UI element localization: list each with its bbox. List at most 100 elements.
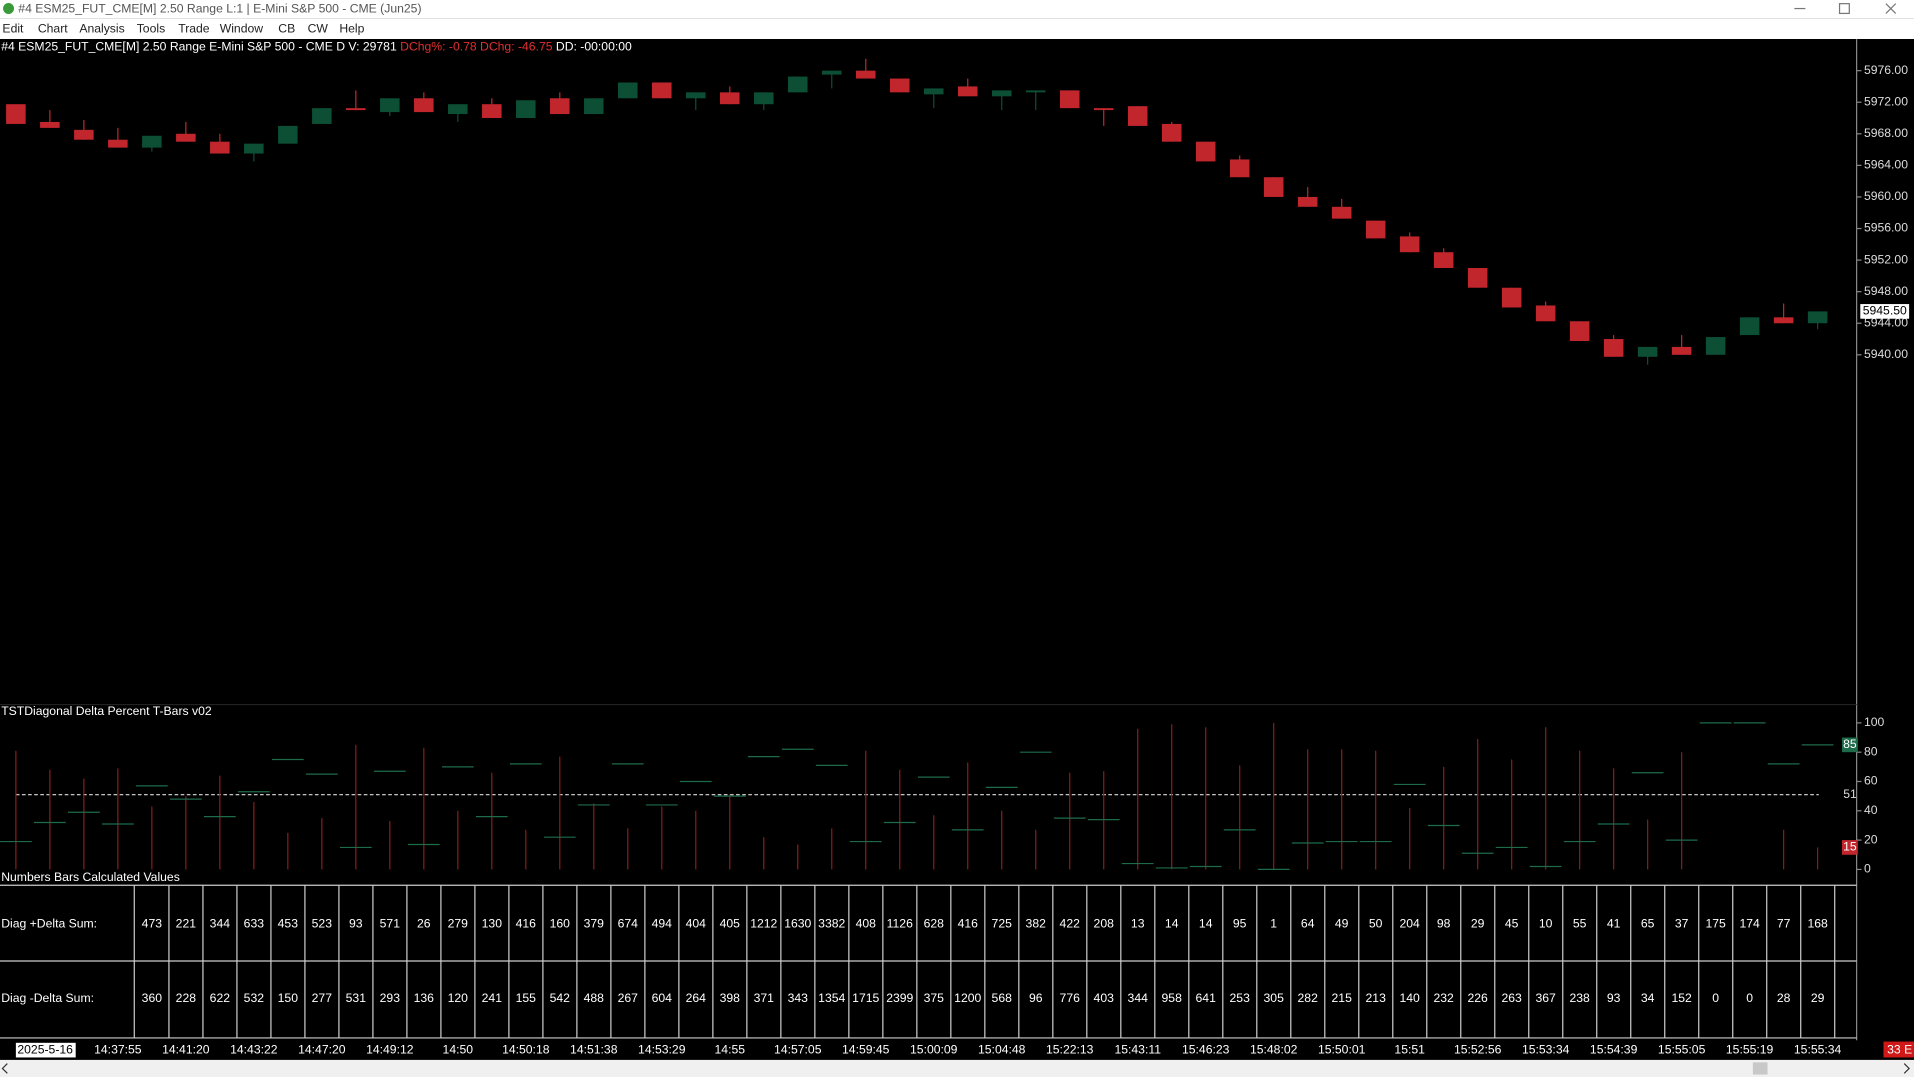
- candle-body: [312, 108, 332, 124]
- candle-body: [584, 98, 604, 115]
- x-tick-label: 14:51:38: [570, 1042, 618, 1056]
- table-cell: 174: [1739, 917, 1760, 931]
- table-cell: 628: [924, 917, 945, 931]
- candle-body: [1229, 159, 1250, 178]
- table-cell: 238: [1569, 991, 1590, 1005]
- table-cell: 95: [1233, 917, 1247, 931]
- candle-body: [1161, 123, 1182, 142]
- table-cell: 344: [210, 917, 231, 931]
- x-tick-label: 15:52:56: [1454, 1042, 1502, 1056]
- table-cell: 155: [516, 991, 537, 1005]
- table-cell: 263: [1501, 991, 1522, 1005]
- x-tick-label: 14:50: [443, 1042, 474, 1056]
- table-cell: 93: [1607, 991, 1621, 1005]
- table-cell: 208: [1094, 917, 1115, 931]
- close-button[interactable]: [1885, 3, 1897, 14]
- x-tick-label: 15:48:02: [1250, 1042, 1298, 1056]
- table-cell: 542: [550, 991, 571, 1005]
- x-tick-label: 14:47:20: [298, 1042, 346, 1056]
- candle-body: [1025, 90, 1046, 93]
- table-cell: 29: [1471, 917, 1485, 931]
- x-tick-label: 14:50:18: [502, 1042, 550, 1056]
- x-tick-label: 15:55:34: [1794, 1042, 1842, 1056]
- table-cell: 571: [380, 917, 401, 931]
- candle-body: [1263, 177, 1284, 197]
- table-cell: 403: [1094, 991, 1115, 1005]
- chart-area: [0, 39, 1914, 1060]
- candle-body: [1671, 346, 1692, 355]
- y-tick-label: 5956.00: [1864, 221, 1908, 235]
- table-cell: 228: [176, 991, 197, 1005]
- y-tick-label: 20: [1864, 832, 1878, 846]
- scroll-arrows[interactable]: [1, 1063, 1910, 1074]
- x-tick-label: 14:55: [715, 1042, 746, 1056]
- scrollbar[interactable]: [0, 1059, 1914, 1077]
- table-cell: 371: [754, 991, 775, 1005]
- candle-body: [142, 135, 162, 148]
- table-cell: 405: [720, 917, 741, 931]
- table-cell: 379: [584, 917, 605, 931]
- window-title: #4 ESM25_FUT_CME[M] 2.50 Range L:1 | E-M…: [18, 1, 421, 15]
- table-cell: 725: [992, 917, 1013, 931]
- x-tick-label: 15:50:01: [1318, 1042, 1366, 1056]
- candle-body: [1467, 267, 1488, 288]
- candle-body: [754, 92, 774, 105]
- table-cell: 473: [142, 917, 163, 931]
- menu-item[interactable]: Edit: [2, 22, 24, 36]
- time-axis: [0, 1040, 1914, 1060]
- candle-body: [652, 82, 672, 99]
- candle-body: [1807, 311, 1828, 324]
- menu-item[interactable]: CB: [278, 22, 295, 36]
- table-cell: 152: [1671, 991, 1692, 1005]
- candle-body: [618, 82, 638, 99]
- table-cell: 34: [1641, 991, 1655, 1005]
- y-tick-label: 40: [1864, 803, 1878, 817]
- table-cell: 136: [414, 991, 435, 1005]
- y-tick-label: 5976.00: [1864, 63, 1908, 77]
- table-cell: 221: [176, 917, 197, 931]
- table-cell: 77: [1777, 917, 1791, 931]
- table-cell: 65: [1641, 917, 1655, 931]
- table-cell: 120: [448, 991, 469, 1005]
- value-box: [1841, 840, 1858, 855]
- table-cell: 279: [448, 917, 469, 931]
- table-cell: 175: [1705, 917, 1726, 931]
- candle-body: [1739, 317, 1760, 336]
- header-symbol: #4 ESM25_FUT_CME[M] 2.50 Range E-Mini S&…: [1, 40, 397, 54]
- table-cell: 1200: [954, 991, 981, 1005]
- table-cell: 604: [652, 991, 673, 1005]
- menu-item[interactable]: Analysis: [79, 22, 124, 36]
- table-cell: 13: [1131, 917, 1145, 931]
- menu-item[interactable]: Trade: [178, 22, 210, 36]
- candle-body: [991, 90, 1012, 97]
- table-cell: 130: [482, 917, 503, 931]
- row-label: Diag -Delta Sum:: [1, 991, 94, 1005]
- table-title: Numbers Bars Calculated Values: [1, 870, 180, 884]
- menu-item[interactable]: Window: [220, 22, 264, 36]
- table-cell: 253: [1230, 991, 1251, 1005]
- table-cell: 3382: [818, 917, 845, 931]
- status-text: 33 E: [1887, 1042, 1912, 1056]
- menu-item[interactable]: CW: [308, 22, 329, 36]
- scroll-thumb[interactable]: [1752, 1062, 1768, 1075]
- table-cell: 523: [312, 917, 333, 931]
- menu-item[interactable]: Tools: [137, 22, 165, 36]
- x-tick-label: 15:51: [1394, 1042, 1425, 1056]
- candle-body: [1297, 196, 1318, 207]
- menu-bar: [0, 18, 1914, 40]
- x-tick-label: 14:53:29: [638, 1042, 686, 1056]
- table-cell: 264: [686, 991, 707, 1005]
- table-cell: 93: [349, 917, 363, 931]
- app-icon: [3, 3, 15, 15]
- menu-item[interactable]: Chart: [38, 22, 68, 36]
- restore-button[interactable]: [1838, 3, 1850, 15]
- value-box: [1841, 737, 1858, 753]
- table-cell: 422: [1060, 917, 1081, 931]
- x-tick-label: 15:54:39: [1590, 1042, 1638, 1056]
- table-cell: 14: [1199, 917, 1213, 931]
- menu-item[interactable]: Help: [339, 22, 364, 36]
- header-dd: DD: -00:00:00: [556, 40, 632, 54]
- y-tick-label: 5952.00: [1864, 252, 1908, 266]
- x-tick-label: 15:55:19: [1726, 1042, 1774, 1056]
- last-price-box: [1860, 304, 1910, 319]
